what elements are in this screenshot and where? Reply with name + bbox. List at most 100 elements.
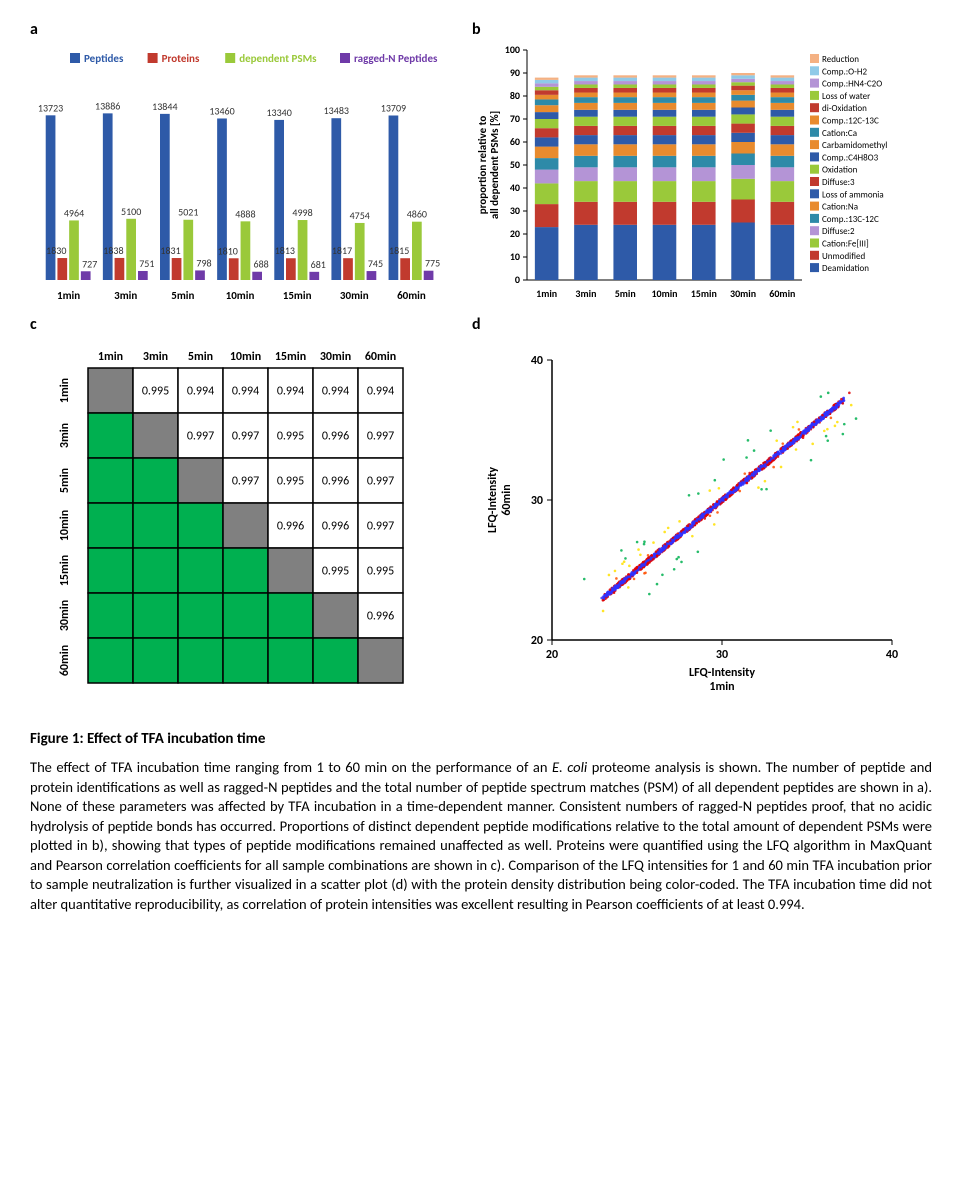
svg-text:60: 60 [510, 135, 520, 148]
svg-text:1min: 1min [58, 378, 72, 403]
svg-text:0.996: 0.996 [322, 520, 349, 534]
svg-text:3min: 3min [114, 289, 137, 302]
svg-text:30: 30 [531, 494, 543, 508]
svg-text:30: 30 [510, 204, 520, 217]
svg-text:1810: 1810 [218, 244, 238, 257]
svg-text:688: 688 [254, 258, 269, 271]
svg-text:30min: 30min [58, 600, 72, 631]
caption-part-1: The effect of TFA incubation time rangin… [30, 758, 552, 776]
svg-text:10min: 10min [651, 287, 677, 300]
caption-body: The effect of TFA incubation time rangin… [30, 758, 932, 915]
svg-text:0.997: 0.997 [187, 430, 214, 444]
svg-text:Comp.:12C-13C: Comp.:12C-13C [822, 116, 879, 127]
svg-text:1838: 1838 [103, 244, 123, 257]
svg-text:Reduction: Reduction [822, 54, 859, 65]
figure-grid: a PeptidesProteinsdependent PSMsragged-N… [30, 20, 932, 700]
svg-text:Proteins: Proteins [162, 52, 200, 65]
svg-text:Loss of water: Loss of water [822, 91, 870, 102]
panel-b-label: b [472, 20, 932, 39]
svg-text:1830: 1830 [46, 244, 66, 257]
figure-caption: Figure 1: Effect of TFA incubation time … [30, 730, 932, 915]
caption-title: Figure 1: Effect of TFA incubation time [30, 730, 932, 748]
svg-text:5min: 5min [58, 468, 72, 493]
svg-text:Loss of ammonia: Loss of ammonia [822, 189, 884, 200]
svg-text:Diffuse:2: Diffuse:2 [822, 226, 855, 237]
svg-text:60min: 60min [58, 645, 72, 676]
svg-text:0.994: 0.994 [367, 385, 394, 399]
svg-text:13723: 13723 [38, 101, 63, 114]
svg-text:Peptides: Peptides [84, 52, 124, 65]
svg-text:Carbamidomethyl: Carbamidomethyl [822, 140, 887, 151]
svg-text:40: 40 [531, 354, 543, 368]
svg-text:0.995: 0.995 [277, 475, 304, 489]
svg-text:0.997: 0.997 [232, 475, 259, 489]
svg-text:0.996: 0.996 [367, 610, 394, 624]
svg-text:0.995: 0.995 [322, 565, 349, 579]
svg-text:LFQ-Intensity: LFQ-Intensity [689, 666, 755, 680]
svg-text:80: 80 [510, 89, 520, 102]
svg-text:5min: 5min [171, 289, 194, 302]
svg-text:5min: 5min [188, 350, 213, 364]
svg-text:3min: 3min [575, 287, 596, 300]
svg-text:0.997: 0.997 [367, 520, 394, 534]
svg-text:4860: 4860 [407, 208, 427, 221]
svg-text:1813: 1813 [275, 244, 295, 257]
svg-text:13483: 13483 [324, 104, 349, 117]
svg-text:751: 751 [139, 257, 154, 270]
svg-text:LFQ-Intensity: LFQ-Intensity [486, 467, 500, 533]
svg-text:1min: 1min [57, 289, 80, 302]
svg-text:681: 681 [311, 258, 326, 271]
svg-text:15min: 15min [691, 287, 717, 300]
panel-d-scatter: 203040203040LFQ-Intensity1minLFQ-Intensi… [472, 340, 912, 700]
svg-text:10: 10 [510, 250, 520, 263]
svg-text:4754: 4754 [350, 209, 370, 222]
svg-text:13844: 13844 [152, 100, 177, 113]
svg-text:Unmodified: Unmodified [822, 251, 865, 262]
svg-text:10min: 10min [58, 510, 72, 541]
svg-text:0.994: 0.994 [322, 385, 349, 399]
svg-text:4888: 4888 [235, 207, 255, 220]
panel-b: b 0102030405060708090100proportion relat… [472, 20, 932, 305]
svg-text:0.997: 0.997 [232, 430, 259, 444]
svg-text:30min: 30min [730, 287, 756, 300]
svg-text:90: 90 [510, 66, 520, 79]
svg-text:50: 50 [510, 158, 520, 171]
svg-text:all dependent PSMs [%]: all dependent PSMs [%] [488, 111, 501, 219]
svg-text:15min: 15min [58, 555, 72, 586]
caption-italic: E. coli [552, 758, 587, 776]
svg-text:1815: 1815 [389, 244, 409, 257]
svg-text:0.994: 0.994 [232, 385, 259, 399]
svg-text:Comp.:O-H2: Comp.:O-H2 [822, 66, 867, 77]
svg-text:Comp.:C4H8O3: Comp.:C4H8O3 [822, 152, 879, 163]
svg-text:4998: 4998 [292, 206, 312, 219]
svg-text:20: 20 [531, 634, 543, 648]
panel-a-chart: PeptidesProteinsdependent PSMsragged-N P… [30, 45, 450, 305]
svg-text:3min: 3min [143, 350, 168, 364]
svg-text:30min: 30min [340, 289, 369, 302]
panel-c-matrix: 1min3min5min10min15min30min60min1min3min… [30, 340, 450, 700]
svg-text:Cation:Ca: Cation:Ca [822, 128, 857, 139]
svg-text:0.996: 0.996 [322, 430, 349, 444]
svg-text:727: 727 [82, 257, 97, 270]
svg-text:ragged-N Peptides: ragged-N Peptides [354, 52, 438, 65]
svg-text:0: 0 [515, 273, 520, 286]
svg-text:4964: 4964 [64, 206, 84, 219]
panel-a-label: a [30, 20, 452, 39]
svg-text:Cation:Fe[III]: Cation:Fe[III] [822, 239, 869, 250]
svg-text:Comp.:HN4-C2O: Comp.:HN4-C2O [822, 79, 882, 90]
svg-text:60min: 60min [769, 287, 795, 300]
svg-text:Comp.:13C-12C: Comp.:13C-12C [822, 214, 879, 225]
svg-text:13886: 13886 [95, 99, 120, 112]
panel-b-chart: 0102030405060708090100proportion relativ… [472, 45, 932, 305]
svg-text:0.994: 0.994 [277, 385, 304, 399]
svg-text:Deamidation: Deamidation [822, 263, 869, 274]
svg-text:Oxidation: Oxidation [822, 165, 858, 176]
svg-text:0.994: 0.994 [187, 385, 214, 399]
svg-text:798: 798 [196, 256, 211, 269]
caption-part-2: proteome analysis is shown. The number o… [30, 758, 932, 913]
svg-text:30min: 30min [320, 350, 351, 364]
svg-text:13709: 13709 [381, 101, 406, 114]
panel-d-label: d [472, 315, 932, 334]
svg-text:5min: 5min [615, 287, 636, 300]
panel-d: d 203040203040LFQ-Intensity1minLFQ-Inten… [472, 315, 932, 700]
